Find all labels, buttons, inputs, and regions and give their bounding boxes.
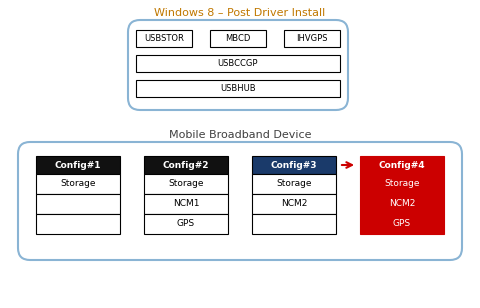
Text: Config#4: Config#4 (379, 160, 425, 169)
Text: Config#2: Config#2 (163, 160, 209, 169)
Bar (36, 194, 120, 214)
Bar (144, 214, 228, 234)
Bar (252, 214, 336, 234)
Text: Storage: Storage (384, 180, 420, 188)
Bar (252, 194, 336, 214)
Bar (136, 30, 192, 47)
Bar (36, 214, 120, 234)
Text: USBCCGP: USBCCGP (218, 59, 258, 68)
Text: GPS: GPS (177, 220, 195, 229)
Bar (144, 156, 228, 174)
Text: MBCD: MBCD (225, 34, 251, 43)
Text: Windows 8 – Post Driver Install: Windows 8 – Post Driver Install (155, 8, 325, 18)
Bar (360, 174, 444, 194)
Text: USBSTOR: USBSTOR (144, 34, 184, 43)
Text: NCM2: NCM2 (281, 200, 307, 209)
Text: Storage: Storage (168, 180, 204, 188)
Bar (36, 156, 120, 174)
Bar (360, 214, 444, 234)
Bar (284, 30, 340, 47)
Text: Storage: Storage (60, 180, 96, 188)
Bar (360, 156, 444, 174)
Bar (144, 194, 228, 214)
Bar (360, 194, 444, 214)
Text: IHVGPS: IHVGPS (296, 34, 328, 43)
FancyBboxPatch shape (128, 20, 348, 110)
Text: Storage: Storage (276, 180, 312, 188)
Text: USBHUB: USBHUB (220, 84, 256, 93)
Text: Mobile Broadband Device: Mobile Broadband Device (169, 130, 311, 140)
Bar (144, 174, 228, 194)
Bar (252, 156, 336, 174)
Bar (252, 174, 336, 194)
Bar (36, 174, 120, 194)
FancyBboxPatch shape (18, 142, 462, 260)
Bar (136, 80, 340, 97)
Bar (136, 55, 340, 72)
Text: Config#1: Config#1 (55, 160, 101, 169)
Text: NCM2: NCM2 (389, 200, 415, 209)
Text: GPS: GPS (393, 220, 411, 229)
Bar (210, 30, 266, 47)
Text: NCM1: NCM1 (173, 200, 199, 209)
Text: Config#3: Config#3 (271, 160, 317, 169)
